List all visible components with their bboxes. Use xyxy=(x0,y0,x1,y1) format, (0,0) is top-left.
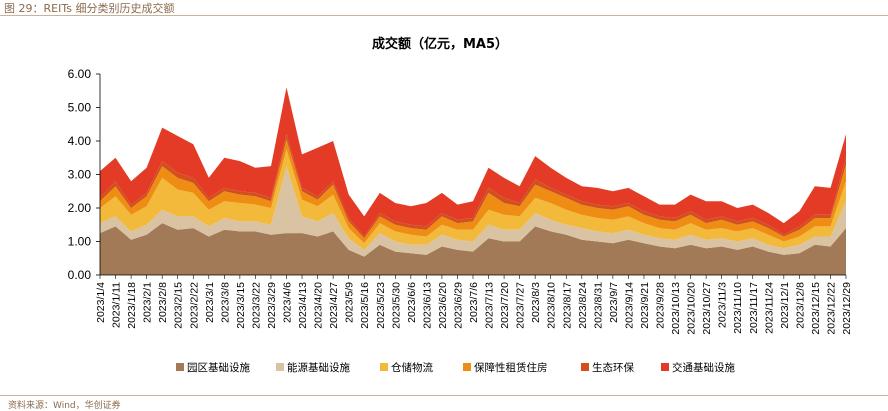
x-tick-label: 2023/10/13 xyxy=(670,282,682,335)
x-tick-label: 2023/5/30 xyxy=(390,282,402,329)
x-tick-label: 2023/1/11 xyxy=(111,282,123,328)
x-tick-label: 2023/6/6 xyxy=(406,282,418,323)
legend-swatch xyxy=(661,363,669,371)
x-tick-label: 2023/11/24 xyxy=(763,282,775,334)
x-tick-label: 2023/8/24 xyxy=(577,282,589,329)
caption-divider xyxy=(0,15,888,16)
x-tick-label: 2023/10/27 xyxy=(701,282,713,335)
x-tick-label: 2023/1/18 xyxy=(126,282,138,329)
chart-title: 成交额（亿元，MA5） xyxy=(372,36,508,52)
x-tick-label: 2023/3/8 xyxy=(219,282,231,323)
series-area-4 xyxy=(100,139,846,244)
x-tick-label: 2023/4/20 xyxy=(313,282,325,329)
x-tick-label: 2023/8/3 xyxy=(530,282,542,323)
x-tick-label: 2023/12/1 xyxy=(779,282,791,329)
x-tick-label: 2023/7/20 xyxy=(499,282,511,329)
x-tick-label: 2023/4/27 xyxy=(328,282,340,329)
x-tick-label: 2023/4/13 xyxy=(297,282,309,329)
x-tick-label: 2023/7/13 xyxy=(484,282,496,329)
y-tick-label: 0.00 xyxy=(68,268,92,282)
y-tick-label: 3.00 xyxy=(68,168,92,182)
x-tick-label: 2023/7/27 xyxy=(515,282,527,329)
x-tick-label: 2023/1/4 xyxy=(95,282,107,323)
x-tick-label: 2023/9/28 xyxy=(655,282,667,329)
legend-label: 仓储物流 xyxy=(391,361,433,374)
legend-swatch xyxy=(176,363,184,371)
x-tick-label: 2023/6/13 xyxy=(421,282,433,329)
x-tick-label: 2023/12/15 xyxy=(810,282,822,335)
x-tick-label: 2023/12/8 xyxy=(794,282,806,329)
x-tick-label: 2023/9/14 xyxy=(623,282,635,329)
legend-swatch xyxy=(380,363,388,371)
source-divider xyxy=(0,395,888,396)
x-tick-label: 2023/6/20 xyxy=(437,282,449,329)
x-tick-label: 2023/5/16 xyxy=(359,282,371,329)
x-tick-label: 2023/11/3 xyxy=(717,282,729,328)
series-area-2 xyxy=(100,166,846,257)
x-tick-label: 2023/2/1 xyxy=(142,282,154,323)
legend-swatch xyxy=(581,363,589,371)
series-area-5 xyxy=(100,134,846,239)
x-tick-label: 2023/2/8 xyxy=(157,282,169,323)
figure-caption: 图 29：REITs 细分类别历史成交额 xyxy=(4,2,175,15)
y-tick-label: 4.00 xyxy=(68,134,92,148)
stacked-area-chart: 成交额（亿元，MA5） 0.00 1.00 2.00 3.00 4.00 5.00 6.00… xyxy=(68,36,853,374)
legend-label: 保障性租赁住房 xyxy=(474,361,548,374)
x-tick-label: 2023/8/10 xyxy=(546,282,558,329)
legend: 园区基础设施 能源基础设施 仓储物流 保障性租赁住房 生态环保 交通基础设施 xyxy=(176,361,735,374)
x-tick-label: 2023/3/29 xyxy=(266,282,278,329)
legend-label: 能源基础设施 xyxy=(287,361,350,374)
x-tick-label: 2023/7/6 xyxy=(468,282,480,323)
y-tick-label: 6.00 xyxy=(68,67,92,81)
x-tick-label: 2023/6/29 xyxy=(452,282,464,329)
x-tick-label: 2023/9/21 xyxy=(639,282,651,329)
x-tick-label: 2023/8/17 xyxy=(561,282,573,329)
y-tick-label: 5.00 xyxy=(68,101,92,115)
y-tick-label: 2.00 xyxy=(68,201,92,215)
x-tick-label: 2023/12/29 xyxy=(841,282,853,335)
x-tick-label: 2023/5/9 xyxy=(344,282,356,323)
x-tick-label: 2023/2/15 xyxy=(173,282,185,329)
x-tick-label: 2023/4/6 xyxy=(282,282,294,323)
axis-layer: 0.00 1.00 2.00 3.00 4.00 5.00 6.00 2023/1/4 2023… xyxy=(68,67,853,335)
series-area-1 xyxy=(100,223,846,275)
legend-label: 生态环保 xyxy=(592,361,634,374)
x-tick-label: 2023/2/22 xyxy=(188,282,200,329)
x-tick-label: 2023/3/15 xyxy=(235,282,247,329)
series-area-3 xyxy=(100,149,846,250)
x-tick-label: 2023/9/7 xyxy=(608,282,620,323)
x-tick-label: 2023/11/10 xyxy=(732,282,744,334)
source-note: 资料来源：Wind，华创证券 xyxy=(8,401,121,411)
x-tick-label: 2023/12/22 xyxy=(825,282,837,335)
legend-label: 园区基础设施 xyxy=(187,361,250,374)
x-tick-label: 2023/8/31 xyxy=(592,282,604,329)
legend-label: 交通基础设施 xyxy=(672,361,735,374)
y-tick-label: 1.00 xyxy=(68,235,92,249)
legend-swatch xyxy=(276,363,284,371)
x-tick-label: 2023/10/20 xyxy=(686,282,698,335)
x-tick-label: 2023/5/23 xyxy=(375,282,387,329)
x-tick-label: 2023/3/1 xyxy=(204,282,216,323)
x-tick-label: 2023/3/22 xyxy=(250,282,262,329)
series-area-6 xyxy=(100,87,846,237)
x-tick-label: 2023/11/17 xyxy=(748,282,760,334)
legend-swatch xyxy=(463,363,471,371)
area-layer xyxy=(100,87,846,275)
